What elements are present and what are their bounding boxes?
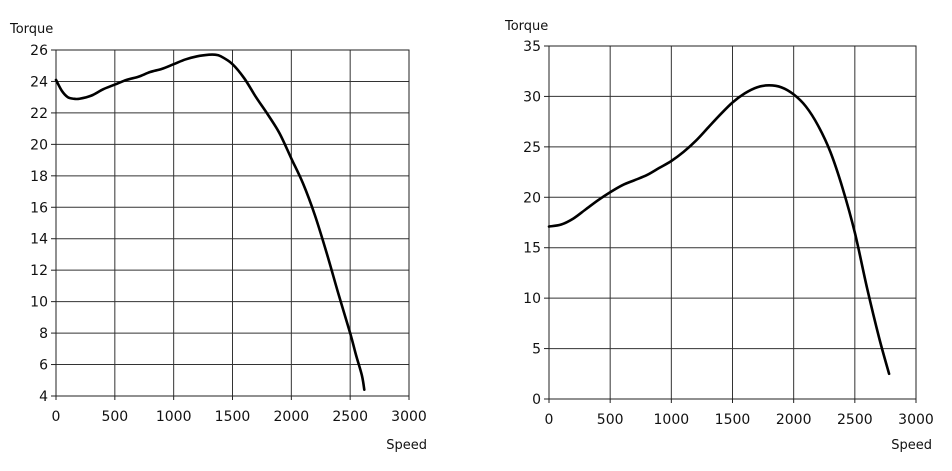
y-tick-label: 16 [30,200,48,216]
y-tick-label: 0 [532,392,541,408]
y-tick-label: 22 [30,106,48,122]
y-axis-title: Torque [504,19,548,34]
x-axis-title: Speed [386,438,427,453]
y-tick-label: 10 [523,291,541,307]
series-line [547,84,891,376]
y-tick-label: 15 [523,241,541,257]
x-tick-label: 500 [101,409,128,425]
y-tick-label: 35 [523,39,541,55]
y-tick-label: 12 [30,263,48,279]
chart-left: 4 6 8 10 12 14 16 18 20 22 24 26 0 500 1000 1500 2000 250… [9,22,427,453]
x-tick-label: 3000 [391,409,427,425]
y-tick-label: 6 [39,358,48,374]
y-axis-title: Torque [9,22,53,37]
series-line [54,53,366,392]
y-tick-label: 4 [39,389,48,405]
x-tick-label: 1500 [215,409,251,425]
x-tick-label: 2000 [776,412,812,428]
y-tick-label: 24 [30,74,48,90]
x-axis-title: Speed [891,438,932,453]
x-tick-label: 3000 [898,412,934,428]
y-tick-label: 10 [30,295,48,311]
y-tick-label: 30 [523,89,541,105]
y-tick-label: 5 [532,342,541,358]
x-tick-label: 0 [545,412,554,428]
x-tick-label: 500 [597,412,624,428]
y-tick-label: 26 [30,43,48,59]
y-tick-label: 18 [30,169,48,185]
y-tick-label: 25 [523,140,541,156]
x-tick-label: 2000 [274,409,310,425]
y-tick-label: 20 [523,190,541,206]
x-tick-label: 2500 [837,412,873,428]
x-tick-label: 1000 [156,409,192,425]
x-tick-label: 0 [52,409,61,425]
y-tick-label: 20 [30,137,48,153]
chart-right: 0 5 10 15 20 25 30 35 0 500 1000 1500 2000 2500 3000 To… [504,19,934,453]
x-tick-label: 1000 [654,412,690,428]
x-tick-label: 2500 [332,409,368,425]
y-tick-label: 8 [39,326,48,342]
x-tick-label: 1500 [715,412,751,428]
y-tick-label: 14 [30,232,48,248]
